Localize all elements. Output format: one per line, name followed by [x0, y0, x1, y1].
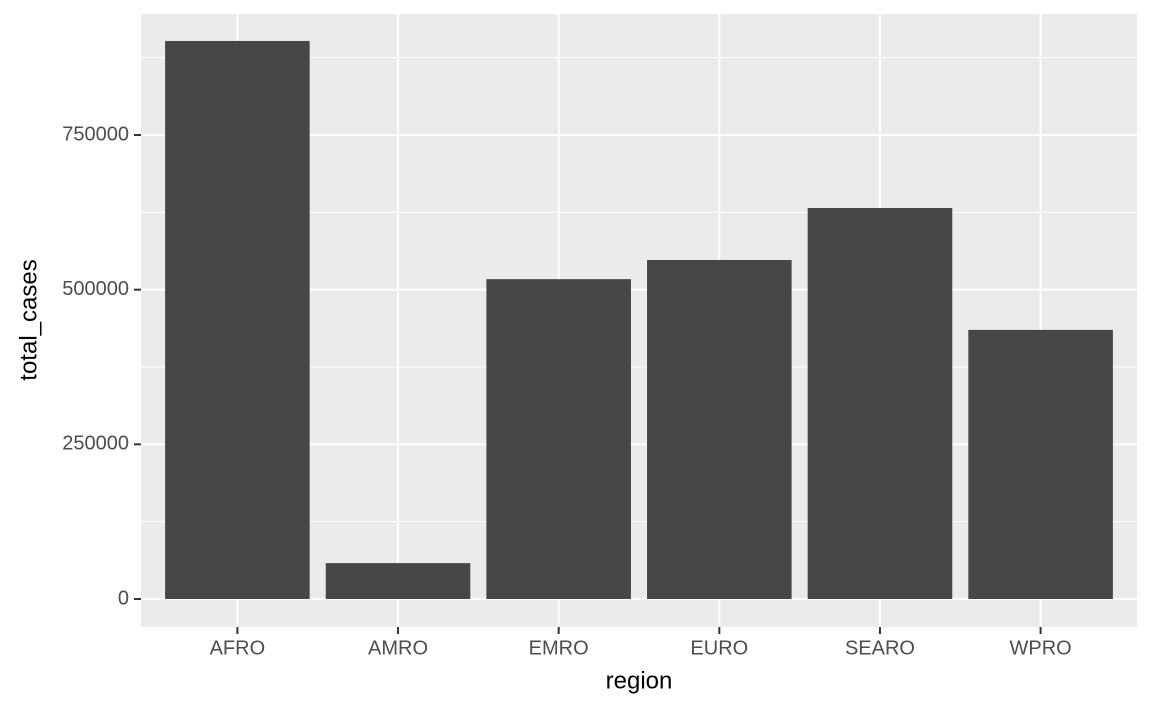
x-tick-label: EMRO [529, 637, 589, 659]
bar [807, 208, 953, 599]
y-tick-label: 0 [118, 587, 129, 609]
x-tick-label: WPRO [1010, 637, 1072, 659]
bar [325, 563, 471, 599]
bar [165, 40, 310, 599]
bar [968, 329, 1113, 599]
y-tick-label: 500000 [62, 278, 129, 300]
bar [647, 259, 792, 599]
x-axis-title: region [606, 667, 673, 694]
x-tick-label: SEARO [845, 637, 915, 659]
x-tick-label: EURO [690, 637, 748, 659]
x-tick-label: AMRO [368, 637, 428, 659]
y-tick-label: 750000 [62, 123, 129, 145]
y-axis-title: total_cases [15, 259, 42, 380]
x-tick-label: AFRO [210, 637, 266, 659]
bar [486, 279, 631, 599]
y-tick-label: 250000 [62, 433, 129, 455]
